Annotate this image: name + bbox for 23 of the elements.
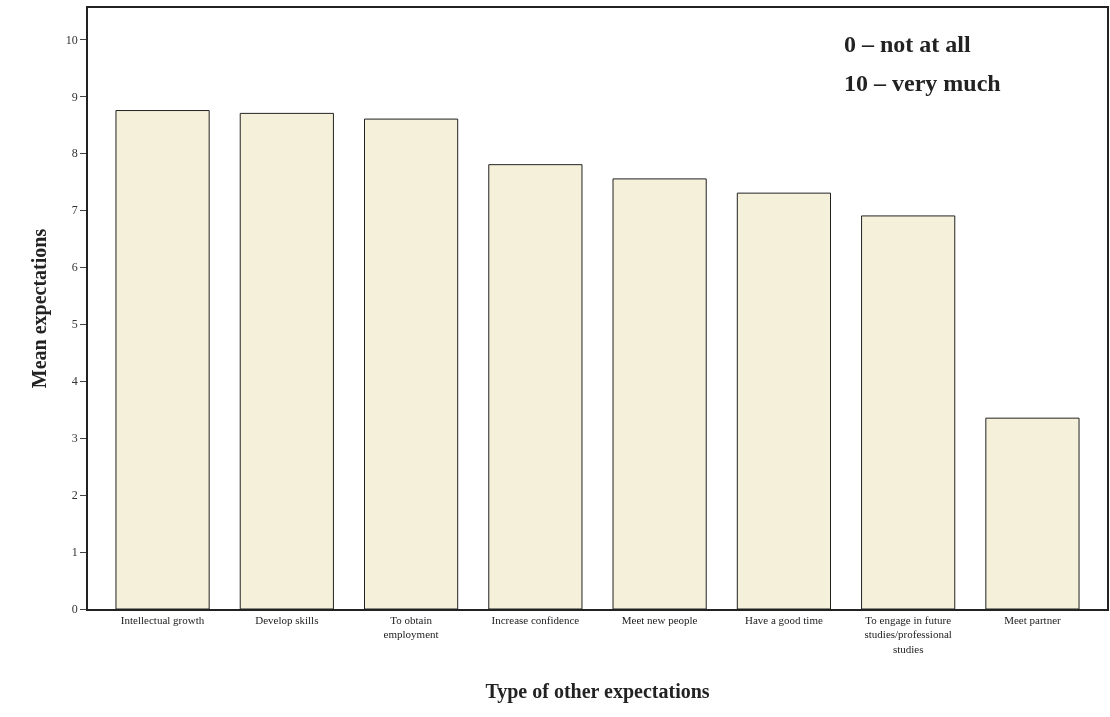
x-tick-label: Develop skills: [255, 613, 319, 626]
annotation: 10 – very much: [844, 70, 1001, 96]
annotation: 0 – not at all: [844, 31, 971, 57]
x-tick-label: Intellectual growth: [120, 613, 205, 626]
y-tick-label: 2: [71, 488, 78, 503]
y-tick-label: 9: [71, 89, 78, 104]
y-tick-label: 8: [71, 146, 78, 161]
x-tick-label: Have a good time: [744, 613, 823, 626]
x-tick-label: To engage in future studies/professional studies: [864, 613, 952, 655]
x-axis-title: Type of other expectations: [485, 679, 710, 703]
y-tick-label: 0: [71, 602, 78, 617]
y-tick-label: 1: [71, 545, 78, 560]
y-tick-label: 6: [71, 260, 78, 275]
y-tick-label: 10: [65, 32, 78, 47]
x-tick-label: To obtain employment: [383, 613, 439, 641]
x-tick-label: Meet new people: [621, 613, 698, 626]
x-tick-label: Meet partner: [1004, 613, 1062, 626]
y-tick-label: 7: [71, 203, 78, 218]
y-tick-label: 4: [71, 374, 78, 389]
y-tick-label: 5: [71, 317, 78, 332]
y-axis-title: Mean expectations: [27, 228, 51, 389]
y-tick-label: 3: [71, 431, 78, 446]
x-tick-label: Increase confidence: [491, 613, 580, 626]
